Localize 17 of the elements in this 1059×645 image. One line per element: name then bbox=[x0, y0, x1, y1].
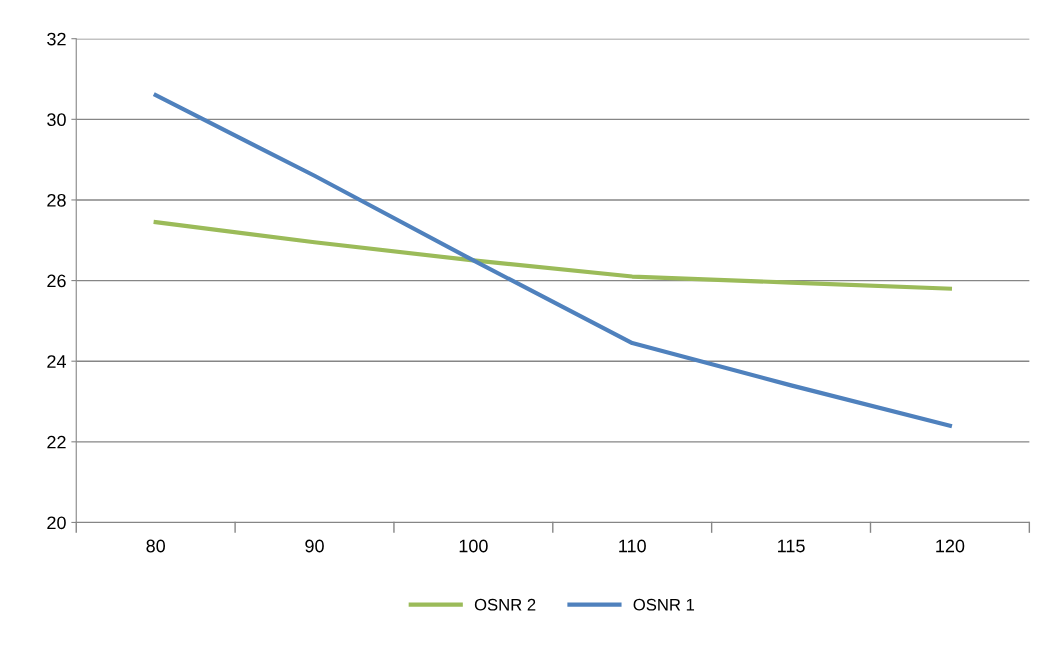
y-tick-label: 22 bbox=[47, 435, 66, 449]
x-tick-label: 115 bbox=[778, 539, 805, 553]
y-tick-label: 32 bbox=[47, 32, 66, 46]
line-series bbox=[153, 93, 953, 428]
x-tick-label: 100 bbox=[459, 539, 488, 553]
line-series bbox=[153, 220, 953, 291]
legend-label: OSNR 2 bbox=[474, 598, 536, 611]
y-tick-label: 28 bbox=[47, 193, 66, 207]
legend-label: OSNR 1 bbox=[633, 598, 695, 611]
x-tick-label: 120 bbox=[936, 539, 965, 553]
y-tick-label: 20 bbox=[47, 516, 66, 530]
y-tick-label: 26 bbox=[47, 274, 66, 288]
x-tick-label: 90 bbox=[305, 539, 324, 553]
x-tick-label: 110 bbox=[619, 539, 646, 553]
x-tick-label: 80 bbox=[146, 539, 166, 553]
y-tick-label: 24 bbox=[47, 355, 66, 368]
y-tick-label: 30 bbox=[47, 113, 66, 127]
